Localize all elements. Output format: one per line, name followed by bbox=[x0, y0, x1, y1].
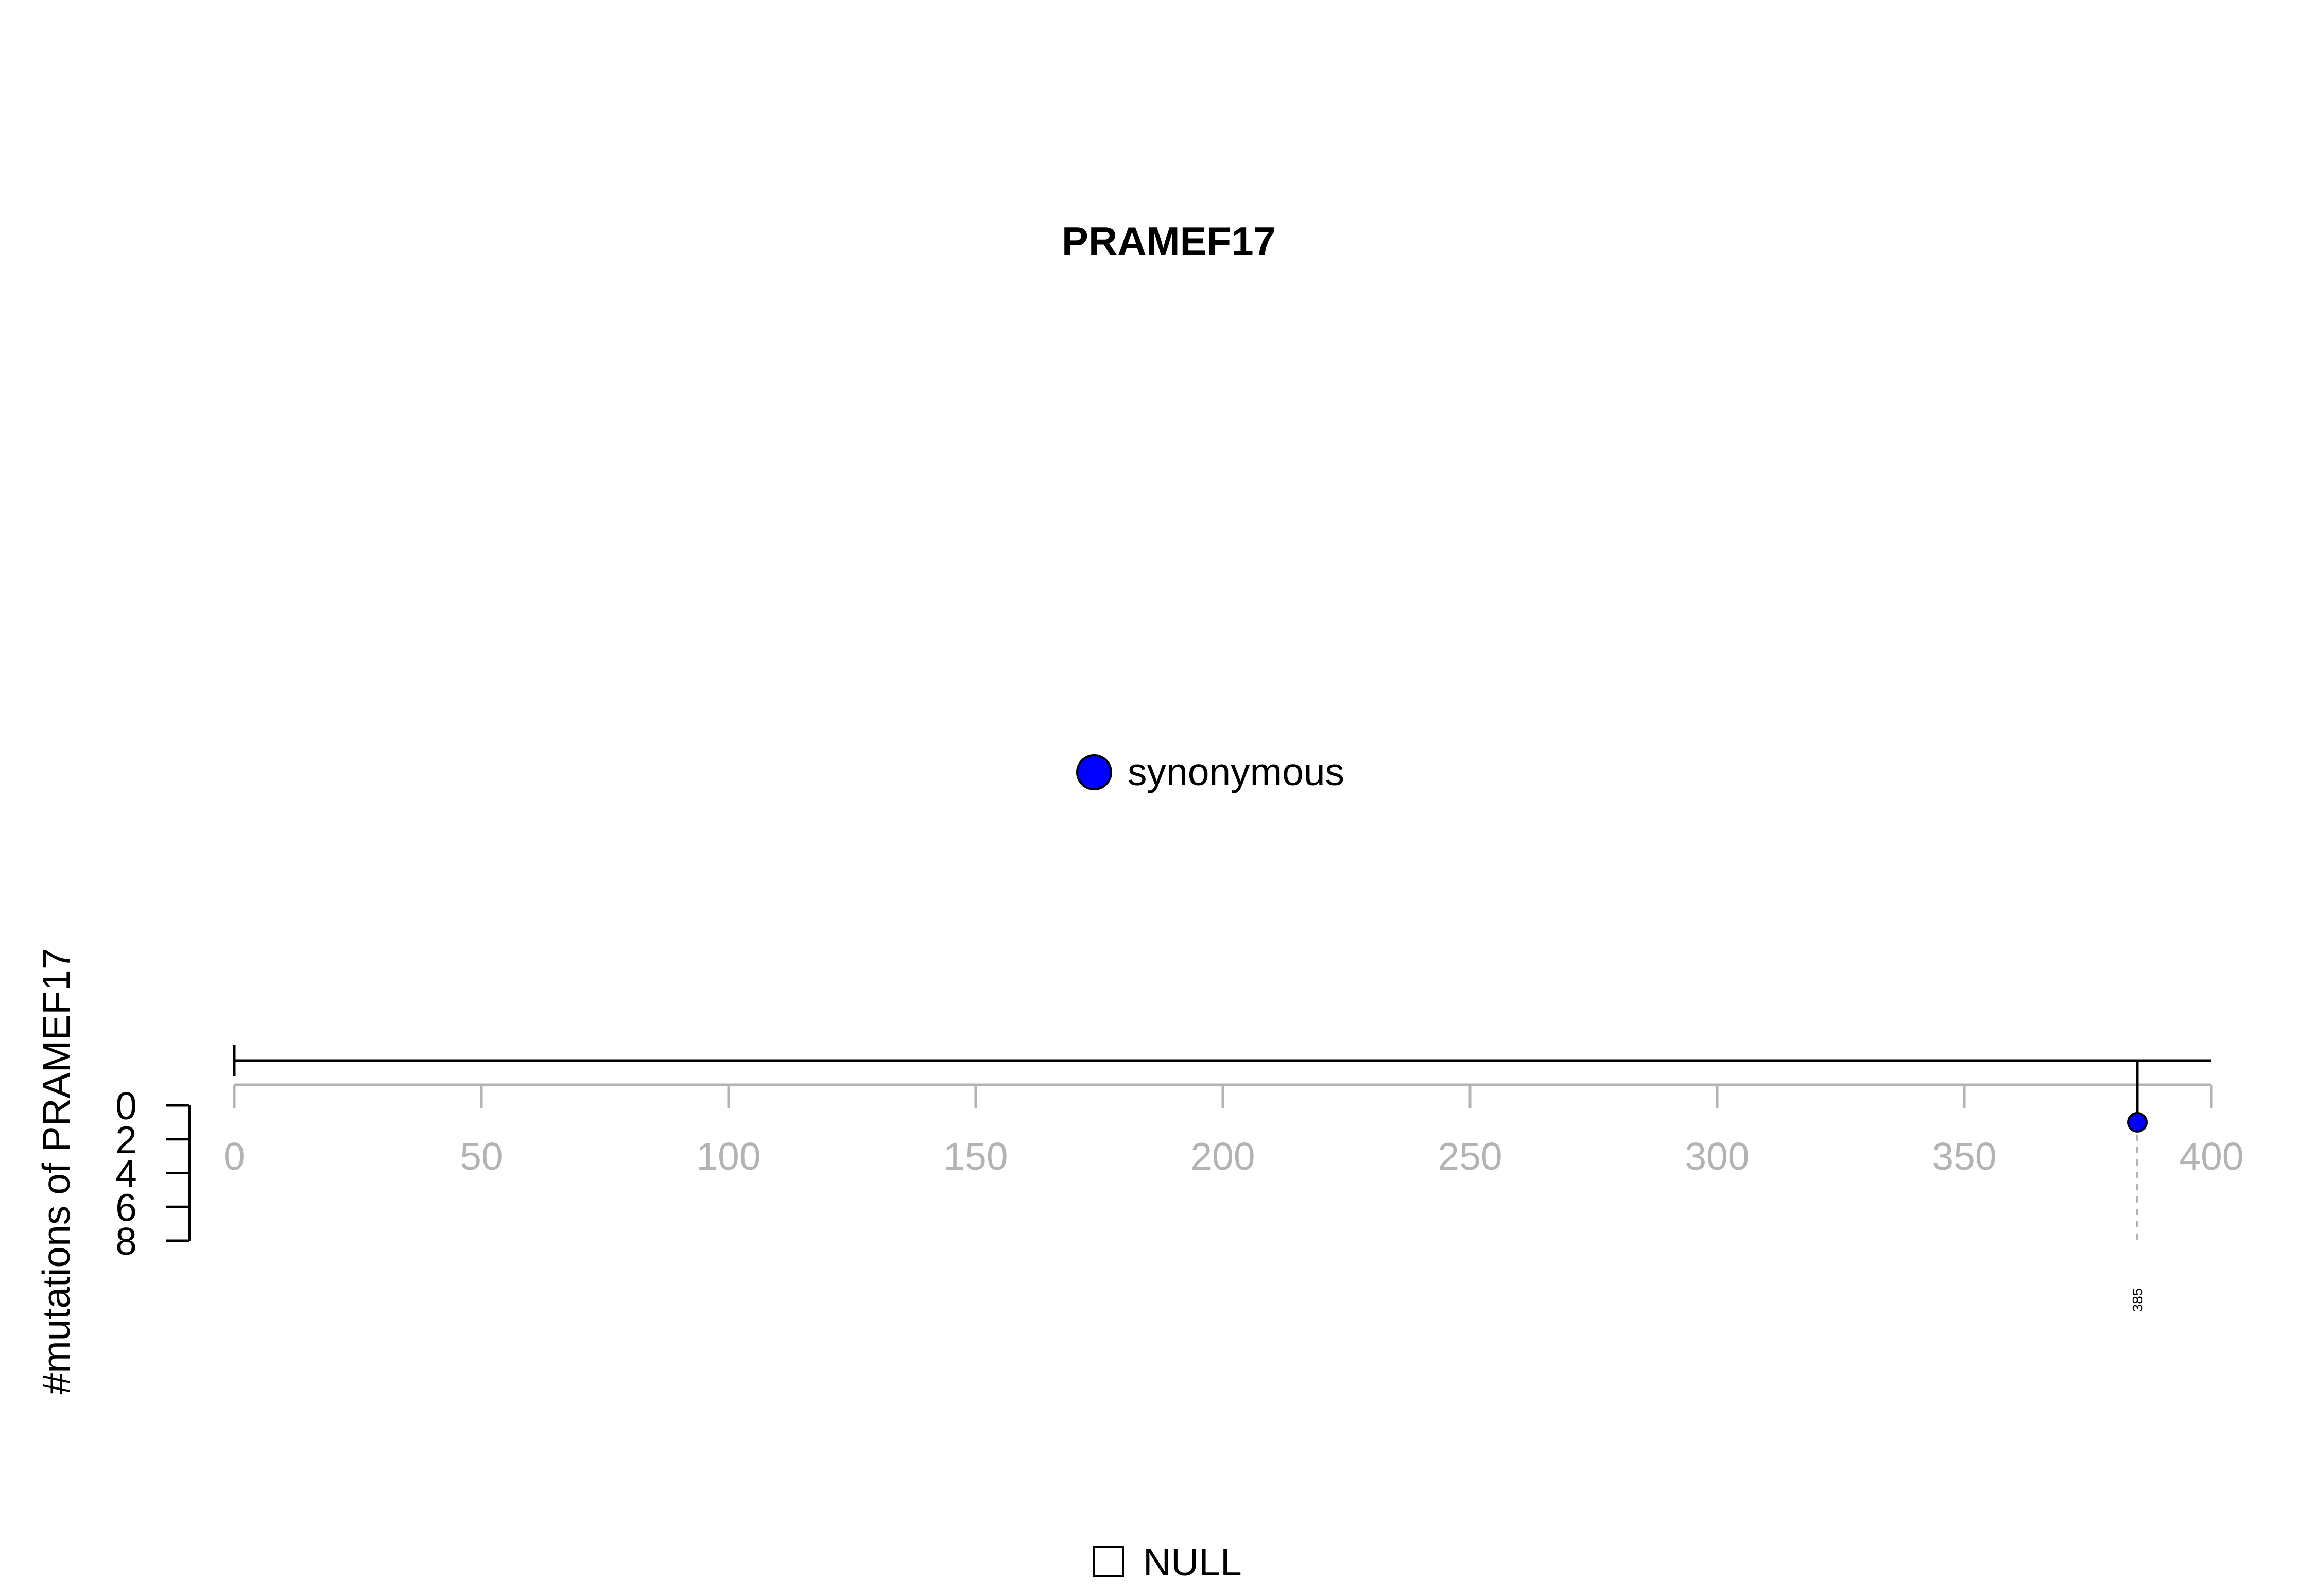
x-tick-label: 100 bbox=[696, 1135, 760, 1178]
legend-synonymous-marker bbox=[1076, 754, 1112, 790]
x-tick-label: 200 bbox=[1190, 1135, 1255, 1178]
y-tick-label: 2 bbox=[115, 1118, 137, 1161]
legend-bottom: NULL bbox=[1093, 1540, 1242, 1584]
x-tick-label: 250 bbox=[1438, 1135, 1502, 1178]
chart-title: PRAMEF17 bbox=[1062, 218, 1276, 264]
x-tick-label: 300 bbox=[1685, 1135, 1749, 1178]
legend-top: synonymous bbox=[1076, 750, 1344, 793]
y-tick-label: 8 bbox=[115, 1220, 137, 1263]
y-tick-label: 6 bbox=[115, 1186, 137, 1229]
x-tick-label: 0 bbox=[223, 1135, 245, 1178]
mutation-position-label: 385 bbox=[2130, 1288, 2146, 1312]
x-tick-label: 150 bbox=[943, 1135, 1008, 1178]
protein-backbone bbox=[233, 1045, 2211, 1076]
y-tick-label: 4 bbox=[115, 1152, 137, 1195]
x-tick-label: 50 bbox=[460, 1135, 503, 1178]
x-tick-label: 400 bbox=[2179, 1135, 2243, 1178]
x-axis: 0 50 100 150 200 250 300 350 400 bbox=[223, 1083, 2244, 1178]
mutation-marks: 385 bbox=[2127, 1061, 2148, 1312]
y-tick-label: 0 bbox=[115, 1084, 137, 1127]
y-axis-label: #mutations of PRAMEF17 bbox=[34, 948, 78, 1394]
x-tick-label: 350 bbox=[1932, 1135, 1996, 1178]
legend-synonymous-label: synonymous bbox=[1128, 750, 1344, 793]
legend-null-marker bbox=[1093, 1546, 1124, 1577]
mutation-point bbox=[2127, 1112, 2148, 1133]
legend-null-label: NULL bbox=[1143, 1540, 1242, 1584]
